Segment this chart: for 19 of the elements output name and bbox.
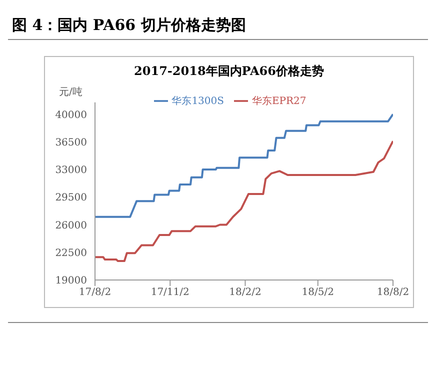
x-tick-label: 17/8/2 (78, 287, 112, 298)
y-tick-label: 40000 (55, 110, 87, 121)
line-series (95, 113, 393, 218)
x-tick-label: 18/8/2 (376, 287, 410, 298)
x-tick-label: 18/5/2 (302, 287, 334, 298)
y-tick-label: 33000 (55, 165, 87, 176)
x-tick-label: 18/2/2 (229, 287, 262, 298)
y-tick-label: 29500 (55, 192, 87, 204)
legend-label: 华东1300S (172, 96, 224, 107)
chart-title: 图 4：国内 PA66 切片价格走势图 (8, 8, 428, 40)
x-tick-label: 17/11/2 (150, 287, 190, 298)
legend-label: 华东EPR27 (252, 96, 306, 107)
y-tick-label: 22500 (55, 248, 87, 259)
chart-subtitle: 2017-2018年国内PA66价格走势 (133, 63, 325, 80)
y-tick-label: 36500 (55, 137, 87, 148)
y-tick-label: 19000 (55, 276, 87, 287)
line-series (95, 140, 393, 262)
y-tick-label: 26000 (55, 220, 87, 232)
y-axis-title: 元/吨 (59, 86, 82, 99)
